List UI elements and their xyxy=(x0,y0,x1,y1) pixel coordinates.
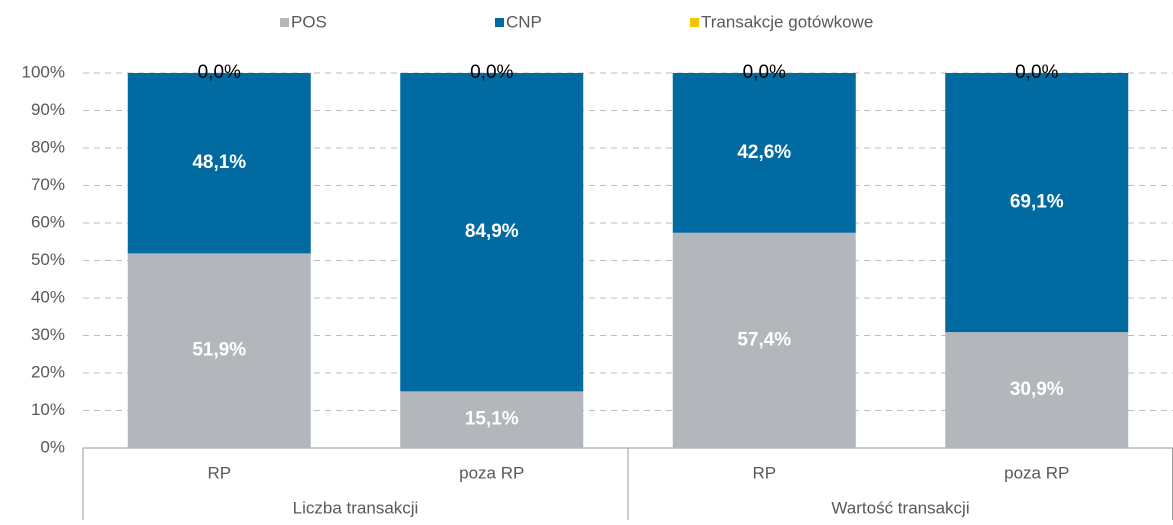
y-tick-label: 80% xyxy=(31,137,65,156)
value-label: 42,6% xyxy=(737,142,791,163)
value-label: 51,9% xyxy=(192,340,246,361)
y-tick-label: 20% xyxy=(31,362,65,381)
legend-swatch xyxy=(280,18,289,27)
value-label: 57,4% xyxy=(737,329,791,350)
bar-segment xyxy=(127,253,311,448)
legend-label: CNP xyxy=(506,12,542,31)
value-label: 0,0% xyxy=(470,62,513,83)
value-label: 69,1% xyxy=(1010,192,1064,213)
bar-segment xyxy=(672,73,856,233)
group-label: Wartość transakcji xyxy=(831,498,969,517)
y-tick-label: 40% xyxy=(31,287,65,306)
value-label: 48,1% xyxy=(192,152,246,173)
y-tick-label: 60% xyxy=(31,212,65,231)
bar-segment xyxy=(945,73,1129,333)
x-tick-label: RP xyxy=(752,463,776,482)
x-tick-label: poza RP xyxy=(1004,463,1069,482)
bar-segment xyxy=(127,73,311,254)
y-tick-label: 70% xyxy=(31,175,65,194)
bar-segment xyxy=(400,73,584,392)
bar-segment xyxy=(400,391,584,448)
group-label: Liczba transakcji xyxy=(293,498,419,517)
bar-segment xyxy=(672,232,856,448)
y-tick-label: 30% xyxy=(31,325,65,344)
legend-label: Transakcje gotówkowe xyxy=(701,12,873,31)
y-tick-label: 10% xyxy=(31,400,65,419)
x-tick-label: poza RP xyxy=(459,463,524,482)
legend-label: POS xyxy=(291,12,327,31)
x-tick-label: RP xyxy=(207,463,231,482)
value-label: 0,0% xyxy=(1015,62,1058,83)
value-label: 84,9% xyxy=(465,221,519,242)
value-label: 15,1% xyxy=(465,409,519,430)
legend-swatch xyxy=(690,18,699,27)
bar-segment xyxy=(945,332,1129,448)
value-label: 0,0% xyxy=(198,62,241,83)
y-tick-label: 50% xyxy=(31,250,65,269)
legend-swatch xyxy=(495,18,504,27)
y-tick-label: 0% xyxy=(40,437,65,456)
y-tick-label: 100% xyxy=(22,62,65,81)
value-label: 30,9% xyxy=(1010,379,1064,400)
y-tick-label: 90% xyxy=(31,100,65,119)
value-label: 0,0% xyxy=(743,62,786,83)
